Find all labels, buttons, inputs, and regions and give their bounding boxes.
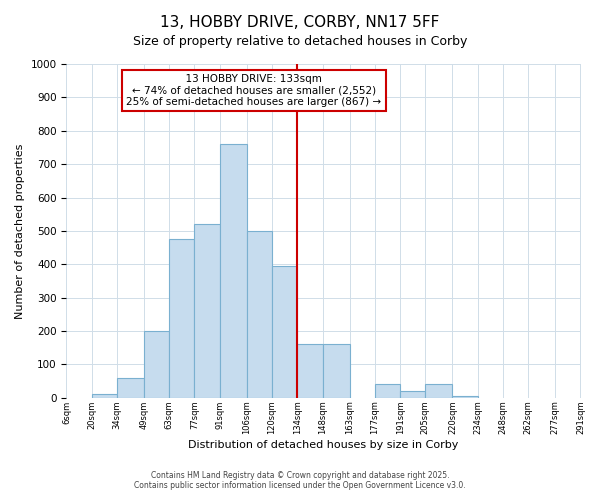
Text: 13, HOBBY DRIVE, CORBY, NN17 5FF: 13, HOBBY DRIVE, CORBY, NN17 5FF [160,15,440,30]
Text: Contains HM Land Registry data © Crown copyright and database right 2025.
Contai: Contains HM Land Registry data © Crown c… [134,470,466,490]
Bar [400,391,425,398]
X-axis label: Distribution of detached houses by size in Corby: Distribution of detached houses by size … [188,440,458,450]
Bar [247,231,272,398]
Text: 13 HOBBY DRIVE: 133sqm  
← 74% of detached houses are smaller (2,552)
25% of sem: 13 HOBBY DRIVE: 133sqm ← 74% of detached… [127,74,382,107]
Bar [169,239,194,398]
Bar [144,331,169,398]
Bar [117,378,144,398]
Bar [375,384,400,398]
Bar [323,344,350,398]
Bar [92,394,117,398]
Bar [425,384,452,398]
Bar [194,224,220,398]
Bar [272,266,297,398]
Bar [220,144,247,398]
Text: Size of property relative to detached houses in Corby: Size of property relative to detached ho… [133,35,467,48]
Bar [452,396,478,398]
Bar [297,344,323,398]
Y-axis label: Number of detached properties: Number of detached properties [15,143,25,318]
